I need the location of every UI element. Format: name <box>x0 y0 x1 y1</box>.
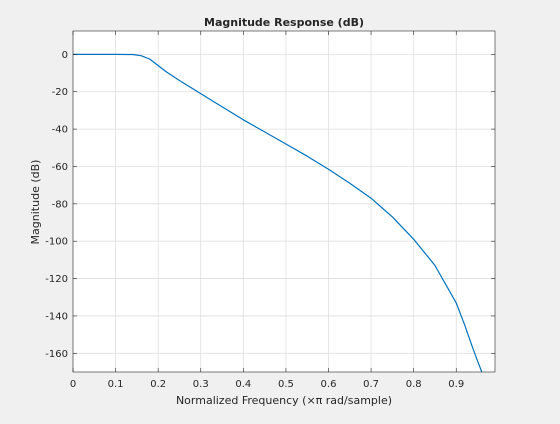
x-tick-label: 0 <box>70 379 76 390</box>
plot-area <box>73 31 495 372</box>
y-tick-label: -60 <box>52 162 68 173</box>
y-axis-label: Magnitude (dB) <box>29 160 42 245</box>
magnitude-response-line <box>73 53 483 373</box>
x-tick-label: 0.5 <box>278 379 294 390</box>
y-tick-label: -40 <box>52 125 68 136</box>
plot-frame <box>72 30 496 373</box>
x-tick-label: 0.9 <box>448 379 464 390</box>
x-tick-label: 0.1 <box>108 379 124 390</box>
x-tick-label: 0.3 <box>193 379 209 390</box>
x-tick-labels: 0 0.1 0.2 0.3 0.4 0.5 0.6 0.7 0.8 0.9 <box>70 379 464 390</box>
y-tick-label: -140 <box>45 311 68 322</box>
y-tick-label: -120 <box>45 274 68 285</box>
y-tick-labels: 0 -20 -40 -60 -80 -100 -120 -140 -160 <box>45 50 68 360</box>
x-axis-label: Normalized Frequency (×π rad/sample) <box>176 394 392 407</box>
x-tick-label: 0.2 <box>150 379 166 390</box>
x-tick-label: 0.8 <box>406 379 422 390</box>
y-tick-label: -100 <box>45 237 68 248</box>
y-tick-label: -20 <box>52 87 68 98</box>
x-tick-label: 0.7 <box>363 379 379 390</box>
x-tick-label: 0.4 <box>235 379 251 390</box>
y-tick-label: -80 <box>52 199 68 210</box>
series-layer <box>73 53 483 373</box>
y-tick-label: -160 <box>45 349 68 360</box>
tick-marks <box>72 31 495 372</box>
grid-lines <box>72 31 495 372</box>
x-tick-label: 0.6 <box>321 379 337 390</box>
chart-title: Magnitude Response (dB) <box>204 16 364 29</box>
y-tick-label: 0 <box>62 50 68 61</box>
